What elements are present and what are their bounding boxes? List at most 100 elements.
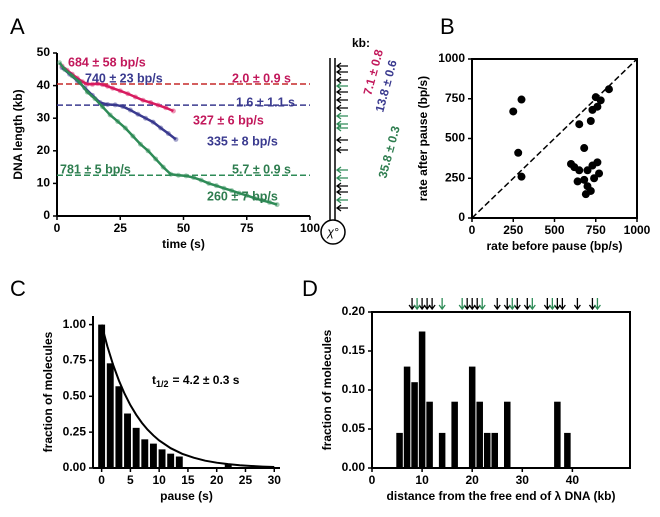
bar	[491, 432, 498, 468]
x-tick-label: 25	[114, 221, 128, 235]
bar	[438, 432, 446, 468]
kb-label: kb:	[352, 36, 370, 50]
point	[509, 107, 518, 116]
trace-point	[137, 141, 143, 147]
site-arrow	[335, 62, 348, 70]
trace-point	[145, 148, 151, 154]
bar	[124, 413, 131, 468]
site-marker	[588, 298, 596, 311]
chart-panel: 0.00 0.25 0.50 0.75 1.00 0 5 10 15 20 25 30 pause (s…	[41, 316, 281, 503]
point	[596, 96, 605, 105]
trace-point	[244, 192, 250, 198]
rate-annotation: 1.6 ± 1.1 s	[236, 95, 295, 109]
half-life-part: t	[152, 373, 156, 387]
trace-point	[69, 73, 75, 79]
x-tick-label: 30	[516, 473, 530, 487]
trace-point	[148, 100, 154, 106]
y-tick-label: 10	[37, 176, 51, 190]
site-marker	[473, 298, 481, 311]
point	[586, 117, 595, 126]
x-tick-label: 0	[369, 473, 376, 487]
trace-point	[206, 180, 212, 186]
site-marker	[558, 298, 566, 311]
bar	[115, 386, 123, 468]
site-marker	[458, 298, 466, 311]
trace-point	[117, 88, 123, 94]
site-arrow	[335, 182, 348, 190]
rate-annotation: 684 ± 58 bp/s	[68, 55, 146, 69]
rate-annotation: 2.0 ± 0.9 s	[232, 71, 291, 85]
trace-point	[175, 172, 181, 178]
dna-diagram: χ° kb: 7.1 ± 0.8 13.8 ± 0.6 35.8 ± 0.3	[320, 36, 403, 245]
trace-point	[132, 94, 138, 100]
site-marker	[513, 298, 521, 311]
trace-point	[160, 164, 166, 170]
site-arrow	[335, 104, 348, 112]
x-axis-label: rate before pause (bp/s)	[486, 239, 622, 253]
trace-point	[107, 112, 113, 118]
rate-annotation: 5.7 ± 0.9 s	[232, 162, 291, 176]
x-axis-label: time (s)	[162, 237, 205, 251]
rate-annotation: 260 ± 7 bp/s	[207, 189, 278, 203]
site-marker	[463, 298, 471, 311]
y-tick-label: 0.20	[342, 304, 366, 318]
y-tick-label: 1.00	[63, 317, 87, 331]
diagonal	[471, 58, 638, 219]
y-axis-label: rate after pause (bp/s)	[416, 76, 430, 201]
y-tick-label: 500	[445, 131, 465, 145]
site-arrow	[335, 124, 348, 132]
bar	[167, 453, 175, 468]
y-tick-label: 0.50	[63, 388, 87, 402]
site-marker	[528, 298, 536, 311]
site-marker	[493, 298, 501, 311]
site-arrow	[335, 82, 348, 90]
trace-point	[170, 108, 176, 114]
site-marker	[508, 298, 516, 311]
trace-point	[100, 82, 106, 88]
site-arrow	[335, 112, 348, 120]
site-arrow	[335, 76, 348, 84]
y-tick-label: 0.05	[342, 421, 366, 435]
y-tick-label: 750	[445, 91, 465, 105]
trace-point	[62, 66, 68, 72]
x-tick-label: 10	[415, 473, 429, 487]
point	[580, 175, 589, 184]
bar	[554, 401, 561, 468]
panel-letter: D	[302, 276, 318, 301]
bar	[175, 456, 183, 468]
x-axis-label: pause (s)	[160, 489, 213, 503]
y-tick-label: 0.00	[63, 460, 87, 474]
x-tick-label: 30	[268, 473, 282, 487]
trace-point	[57, 60, 63, 66]
site-marker	[438, 298, 446, 311]
y-tick-label: 250	[445, 170, 465, 184]
point	[583, 166, 592, 175]
site-marker	[413, 298, 421, 311]
point	[575, 166, 584, 175]
site-arrow	[335, 96, 348, 104]
site-marker	[428, 298, 436, 311]
point	[593, 158, 602, 167]
trace-point	[165, 131, 171, 137]
bar	[158, 449, 166, 468]
y-axis-label: fraction of molecules	[320, 329, 334, 450]
trace-point	[120, 103, 126, 109]
site-marker	[468, 298, 476, 311]
plot-frame	[371, 311, 631, 469]
x-tick-label: 0	[469, 223, 476, 237]
x-tick-label: 0	[98, 473, 105, 487]
site-arrow	[335, 88, 348, 96]
trace-point	[251, 195, 257, 201]
chi-label: χ°	[326, 225, 339, 239]
site-marker	[503, 298, 511, 311]
bar	[411, 382, 418, 468]
bar	[396, 432, 403, 468]
y-tick-label: 0.75	[63, 353, 87, 367]
x-tick-label: 15	[181, 473, 195, 487]
panel-letter: B	[440, 14, 455, 39]
trace-point	[105, 102, 111, 108]
point	[517, 95, 526, 104]
x-tick-label: 100	[300, 221, 320, 235]
x-tick-label: 10	[152, 473, 166, 487]
bar	[224, 463, 232, 468]
